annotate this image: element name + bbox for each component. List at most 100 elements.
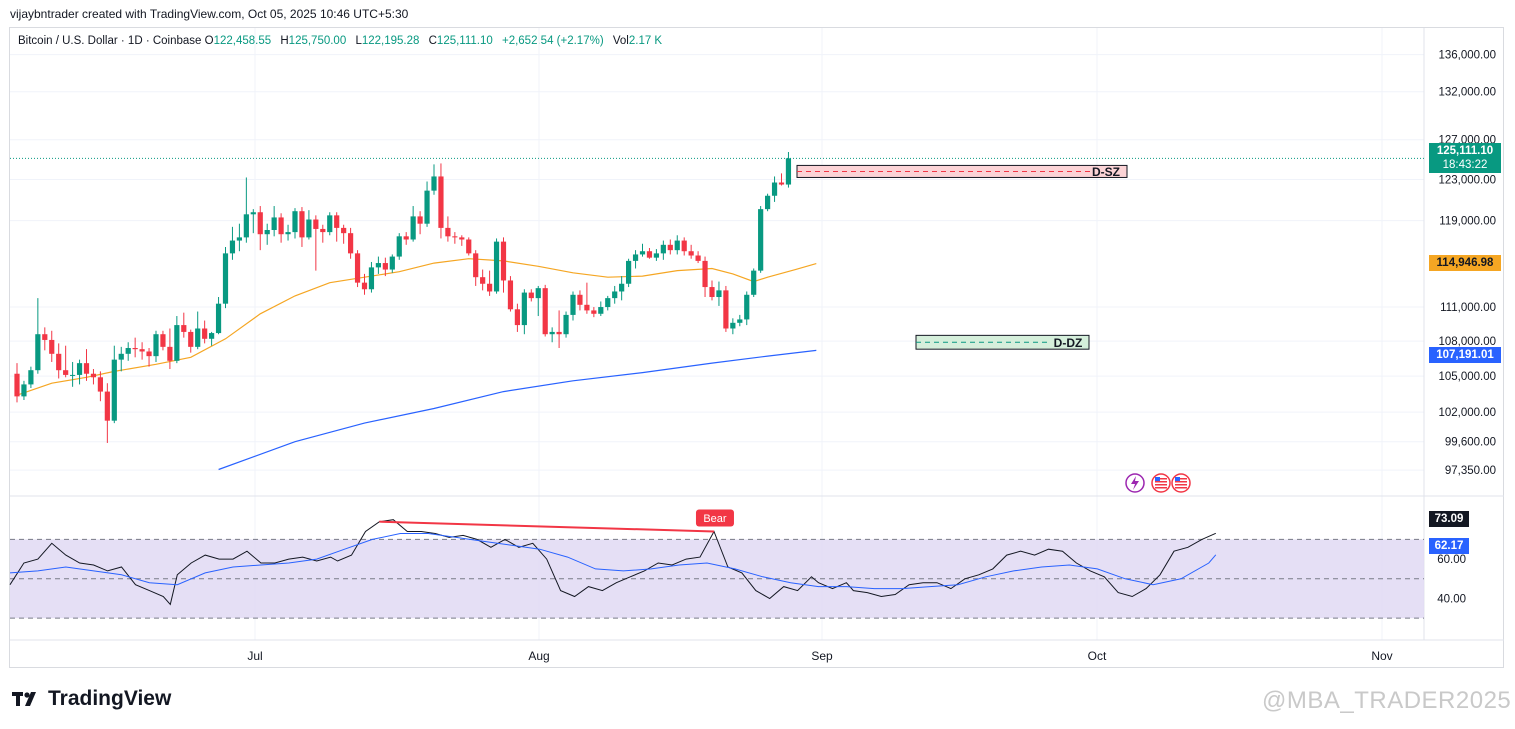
flag-icon-stripe xyxy=(1155,481,1167,483)
candle xyxy=(591,307,597,318)
candle-body xyxy=(97,377,103,392)
candle xyxy=(285,224,291,241)
candle-body xyxy=(243,214,249,238)
candle-body xyxy=(709,287,715,298)
candle-body xyxy=(674,240,680,251)
bear-label: Bear xyxy=(703,513,727,525)
bear-divergence-line xyxy=(379,520,714,533)
candle-body xyxy=(257,212,263,235)
candle-body xyxy=(188,331,194,347)
candle xyxy=(28,366,34,388)
candle xyxy=(785,152,792,188)
candle-body xyxy=(487,283,493,292)
candle xyxy=(577,290,583,311)
candle xyxy=(500,237,507,293)
candle xyxy=(118,346,124,372)
candle xyxy=(493,238,500,294)
candle-body xyxy=(14,373,20,397)
candle-body xyxy=(549,331,555,335)
candle-body xyxy=(334,215,340,228)
candle xyxy=(396,233,402,260)
candle xyxy=(35,298,41,374)
candle-body xyxy=(785,158,792,185)
candle xyxy=(160,330,166,351)
tradingview-logo-icon xyxy=(12,690,42,708)
candle-body xyxy=(354,253,361,283)
candle-body xyxy=(299,211,305,238)
candle-body xyxy=(167,346,173,361)
high-label: H xyxy=(280,35,289,47)
volume-value: 2.17 K xyxy=(628,35,663,47)
candle-body xyxy=(264,229,270,235)
candle-body xyxy=(83,363,90,374)
candle xyxy=(598,301,604,317)
candle-body xyxy=(681,240,687,252)
candle-body xyxy=(285,232,291,235)
candle xyxy=(209,331,215,346)
candle xyxy=(424,181,430,227)
candle xyxy=(139,342,145,360)
candle xyxy=(563,311,569,338)
candle-body xyxy=(716,290,722,298)
candle-body xyxy=(577,294,583,305)
open-label: O xyxy=(204,35,214,47)
candle-body xyxy=(174,325,180,361)
candle xyxy=(584,282,590,314)
symbol-title[interactable]: Bitcoin / U.S. Dollar · 1D · Coinbase xyxy=(18,35,202,47)
rsi-line xyxy=(9,519,1217,606)
candle-body xyxy=(473,253,479,278)
candle-body xyxy=(730,322,736,329)
candle xyxy=(389,254,395,273)
chart-attribution: vijaybntrader created with TradingView.c… xyxy=(10,7,409,21)
candle xyxy=(751,268,757,298)
candle xyxy=(320,224,326,243)
candle-body xyxy=(35,334,41,371)
candle xyxy=(153,330,159,362)
candle-body xyxy=(744,294,750,320)
candle xyxy=(653,249,659,261)
candle xyxy=(104,383,110,443)
candle xyxy=(341,224,347,244)
candle-body xyxy=(160,334,166,347)
candle xyxy=(70,361,76,387)
candle-body xyxy=(452,236,458,238)
candle-body xyxy=(563,314,569,335)
rsi-pane: Bear xyxy=(9,509,1424,619)
tradingview-logo-text: TradingView xyxy=(48,687,172,710)
flag-icon-canton xyxy=(1175,477,1180,481)
close-label: C xyxy=(428,35,437,47)
close-value: 125,111.10 xyxy=(436,35,493,47)
candle-body xyxy=(125,348,131,354)
candle xyxy=(202,320,208,344)
us-flag-event-icon xyxy=(1151,473,1171,493)
candle xyxy=(514,303,520,332)
last-price-value: 125,111.10 xyxy=(1436,145,1494,157)
candle-body xyxy=(737,319,743,323)
time-axis: Jul Aug Sep Oct Nov xyxy=(247,649,1392,663)
candle xyxy=(681,237,687,256)
flag-icon-circle xyxy=(1151,473,1171,493)
candle xyxy=(299,207,305,247)
candle-body xyxy=(612,291,618,299)
candle xyxy=(327,212,333,236)
candle xyxy=(612,285,618,304)
tradingview-brand[interactable]: TradingView xyxy=(12,687,171,711)
time-tick-label: Nov xyxy=(1371,649,1392,663)
candle xyxy=(83,349,90,381)
candle xyxy=(466,237,472,256)
symbol-legend: Bitcoin / U.S. Dollar · 1D · Coinbase O 1… xyxy=(18,35,668,47)
candle xyxy=(549,327,555,343)
candle-body xyxy=(327,215,333,233)
candle xyxy=(459,235,465,246)
chart-frame xyxy=(9,27,1504,668)
candle xyxy=(417,211,423,235)
candle xyxy=(306,210,312,240)
candle xyxy=(125,342,131,361)
candle-body xyxy=(605,298,611,308)
candle-body xyxy=(702,260,708,288)
candle xyxy=(431,164,437,195)
candle-body xyxy=(361,282,368,290)
candle-body xyxy=(688,251,694,256)
flag-icon-stripe xyxy=(1175,478,1187,480)
